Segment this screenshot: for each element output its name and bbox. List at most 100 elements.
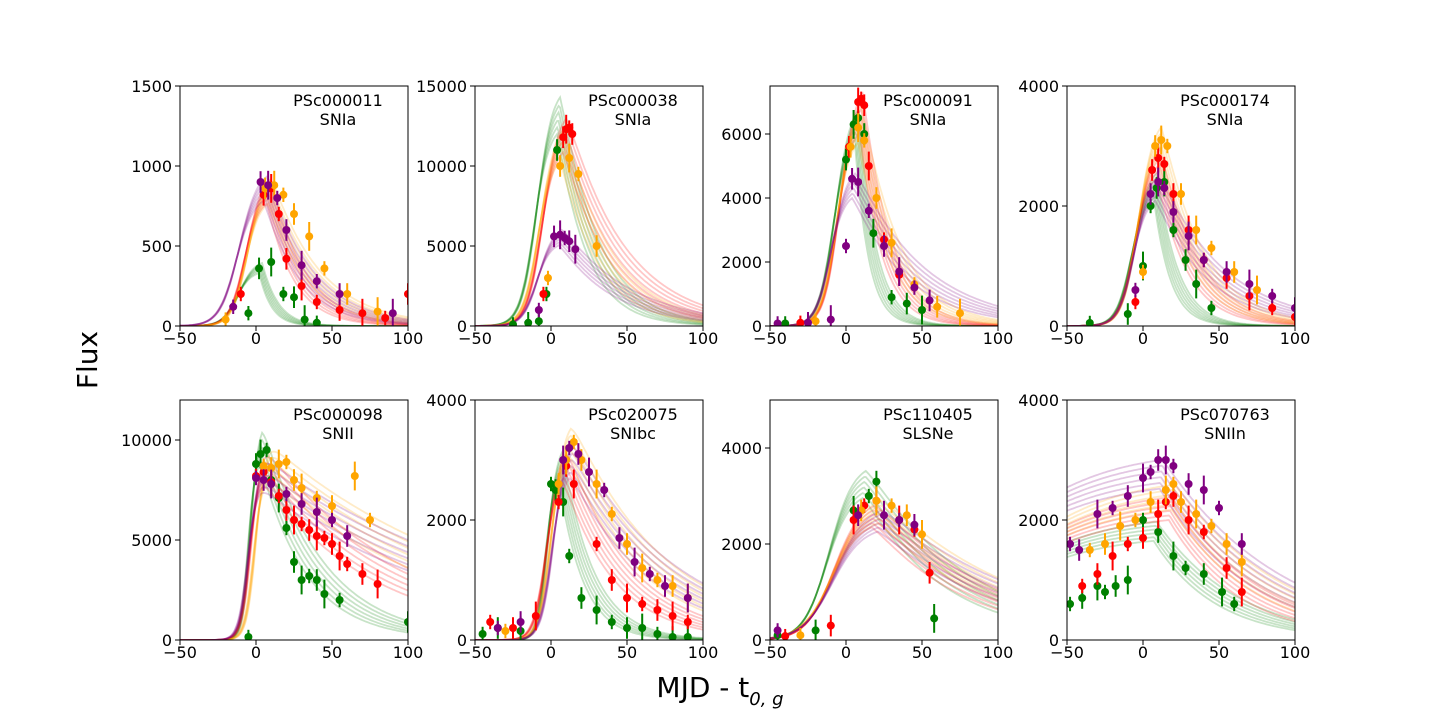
data-point-g — [547, 480, 555, 488]
data-point-g — [1078, 594, 1087, 602]
model-curve-r — [1067, 170, 1295, 326]
model-curve-i — [1067, 146, 1295, 326]
data-point-z — [1075, 546, 1084, 554]
data-point-z — [630, 558, 639, 566]
data-point-z — [312, 277, 321, 286]
data-point-g — [1199, 570, 1208, 578]
data-point-z — [1222, 268, 1231, 276]
data-point-z — [1199, 486, 1208, 494]
x-tick-label: 0 — [841, 643, 851, 662]
data-point-g — [320, 590, 329, 598]
data-point-r — [1148, 166, 1157, 174]
y-tick-label: 0 — [457, 317, 467, 336]
y-axis-title: Flux — [71, 331, 104, 389]
data-point-g — [297, 576, 306, 584]
data-point-z — [256, 178, 265, 186]
model-curve-r — [1067, 519, 1295, 623]
model-curve-g — [1067, 182, 1295, 326]
data-point-g — [781, 319, 790, 326]
data-point-r — [1184, 516, 1193, 524]
model-curve-i — [1067, 508, 1295, 612]
data-point-z — [343, 532, 352, 540]
data-point-r — [796, 318, 805, 326]
model-curve-r — [770, 526, 998, 640]
data-point-z — [645, 570, 654, 578]
data-point-g — [1085, 319, 1094, 326]
model-curve-r — [180, 197, 408, 326]
data-point-r — [1108, 552, 1117, 560]
model-curve-g — [475, 131, 703, 326]
data-point-i — [328, 502, 336, 510]
data-point-g — [902, 299, 911, 308]
data-point-z — [854, 178, 863, 186]
model-curve-z — [180, 181, 408, 326]
model-curve-z — [1067, 458, 1295, 584]
model-curve-r — [180, 194, 408, 326]
model-curve-z — [1067, 487, 1295, 608]
data-point-z — [335, 290, 344, 298]
data-point-r — [638, 600, 647, 608]
data-point-r — [373, 580, 382, 588]
data-point-r — [1078, 582, 1087, 590]
data-point-g — [1192, 280, 1201, 288]
data-point-z — [229, 302, 238, 311]
data-point-z — [388, 309, 397, 318]
data-point-g — [1067, 600, 1075, 608]
data-point-r — [312, 532, 321, 540]
data-point-i — [1192, 226, 1201, 234]
data-point-i — [574, 170, 583, 178]
y-tick-label: 500 — [141, 237, 172, 256]
data-point-i — [1230, 268, 1239, 276]
data-point-r — [274, 210, 283, 218]
data-point-z — [880, 242, 888, 250]
y-tick-label: 0 — [162, 631, 172, 650]
data-point-z — [773, 626, 782, 635]
data-point-r — [328, 540, 336, 548]
data-point-z — [895, 267, 904, 276]
data-point-i — [668, 582, 677, 590]
y-tick-label: 5000 — [131, 531, 172, 550]
data-point-g — [607, 618, 616, 626]
panel-class: SNII — [322, 424, 354, 443]
data-point-g — [930, 614, 939, 623]
data-point-r — [358, 570, 367, 578]
data-point-r — [320, 534, 329, 542]
model-curve-r — [180, 188, 408, 326]
data-point-r — [1154, 154, 1163, 162]
model-curve-r — [475, 470, 703, 640]
y-tick-label: 2000 — [1018, 511, 1059, 530]
x-tick-label: −50 — [163, 643, 197, 662]
data-point-i — [1146, 498, 1155, 506]
data-point-z — [1139, 474, 1147, 482]
model-curve-i — [180, 198, 408, 326]
data-point-i — [267, 464, 276, 472]
data-point-i — [569, 438, 578, 446]
data-point-z — [267, 480, 276, 488]
data-point-z — [1169, 208, 1178, 216]
data-point-r — [1131, 298, 1140, 306]
model-curve-r — [770, 522, 998, 640]
data-point-z — [848, 174, 857, 183]
model-curve-r — [1067, 154, 1295, 326]
y-tick-label: 0 — [162, 317, 172, 336]
x-tick-label: −50 — [458, 329, 492, 348]
data-point-i — [592, 242, 601, 250]
model-curve-z — [1067, 482, 1295, 604]
data-point-i — [1207, 522, 1216, 530]
data-point-g — [262, 446, 271, 454]
model-curve-r — [1067, 505, 1295, 613]
data-point-i — [1085, 546, 1094, 554]
data-point-z — [910, 520, 919, 529]
x-tick-label: −50 — [753, 643, 787, 662]
plot-area — [770, 469, 998, 640]
data-point-g — [1169, 226, 1178, 234]
data-point-z — [1108, 504, 1117, 512]
data-point-i — [860, 136, 869, 145]
data-point-g — [1123, 310, 1132, 318]
model-curve-g — [1067, 177, 1295, 326]
data-point-g — [592, 606, 601, 614]
data-point-g — [267, 258, 276, 266]
data-point-z — [615, 534, 624, 542]
x-tick-label: 100 — [688, 329, 719, 348]
